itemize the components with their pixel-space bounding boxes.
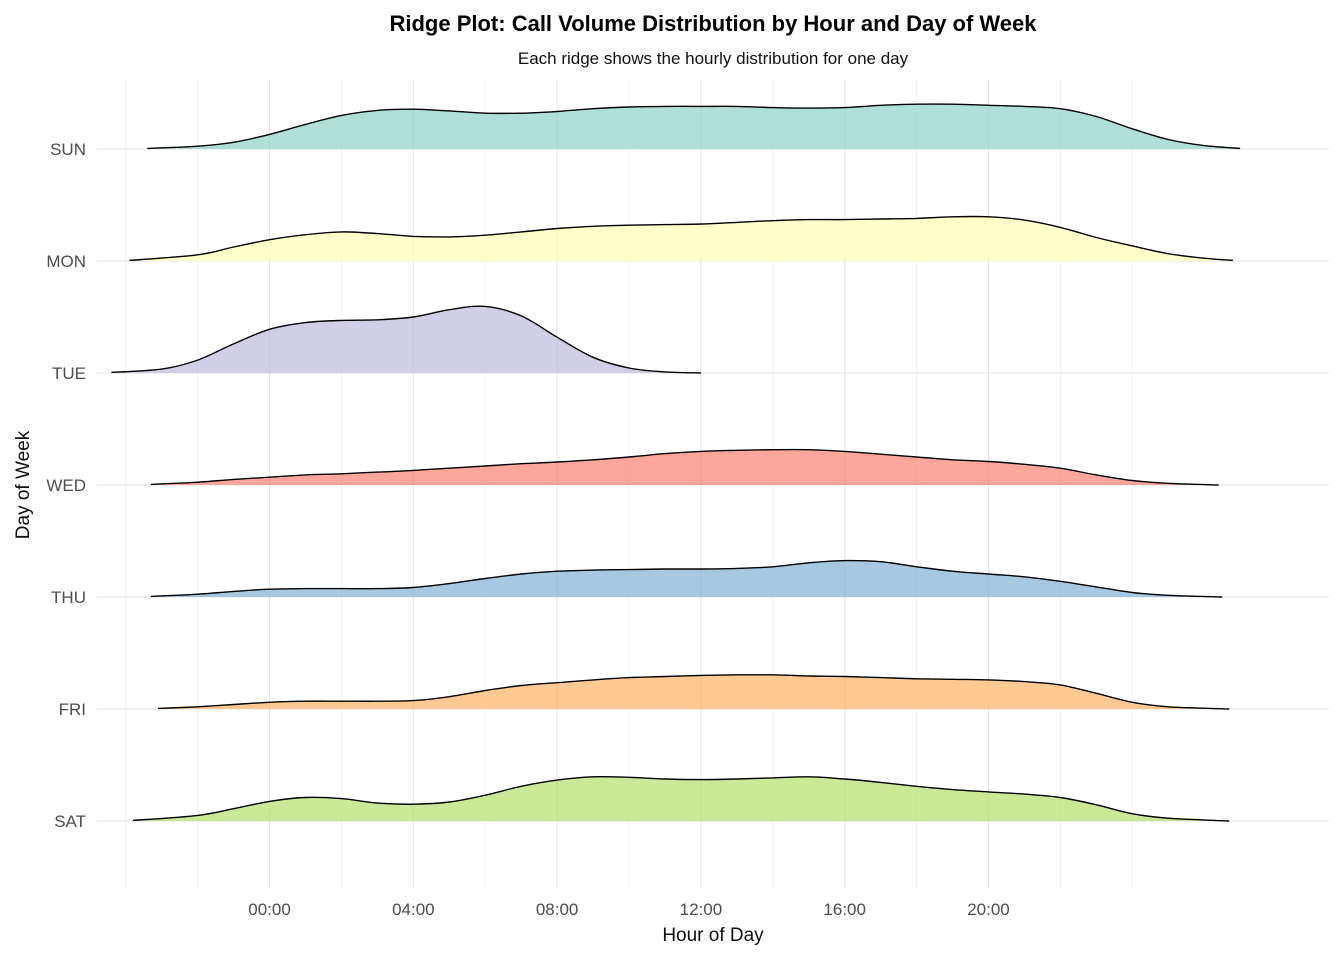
ridge-outline-sun	[147, 103, 1241, 150]
ridge-thu	[150, 559, 1223, 598]
x-tick-labels: 00:00 04:00 08:00 12:00 16:00 20:00	[248, 900, 1009, 919]
y-tick-labels: SUN MON TUE WED THU FRI SAT	[46, 140, 86, 831]
ridge-fri	[158, 674, 1230, 710]
ridge-fill-fri	[158, 674, 1230, 709]
ridges	[111, 103, 1241, 822]
ridge-fill-sat	[132, 776, 1230, 821]
ridge-outline-wed	[150, 448, 1219, 486]
ridge-fill-tue	[111, 306, 701, 373]
ridge-sat	[132, 775, 1230, 822]
chart-subtitle: Each ridge shows the hourly distribution…	[518, 49, 909, 68]
ridge-fill-wed	[150, 449, 1219, 485]
x-tick-label: 00:00	[248, 900, 291, 919]
ridge-outline-thu	[150, 559, 1223, 598]
x-tick-label: 16:00	[823, 900, 866, 919]
ridge-outline-fri	[158, 674, 1230, 710]
y-tick-label: SAT	[54, 812, 86, 831]
ridge-outline-mon	[129, 215, 1233, 262]
ridge-tue	[111, 305, 701, 374]
ridge-sun	[147, 103, 1241, 150]
y-tick-label: WED	[46, 476, 86, 495]
ridge-fill-thu	[150, 560, 1223, 597]
y-tick-label: TUE	[52, 364, 86, 383]
ridge-fill-sun	[147, 104, 1241, 149]
ridge-outline-tue	[111, 305, 701, 374]
chart-title: Ridge Plot: Call Volume Distribution by …	[389, 11, 1037, 36]
ridge-outline-sat	[132, 775, 1230, 822]
y-axis-title: Day of Week	[13, 430, 34, 539]
x-tick-label: 20:00	[967, 900, 1010, 919]
y-tick-label: SUN	[50, 140, 86, 159]
ridge-mon	[129, 215, 1233, 262]
ridge-fill-mon	[129, 216, 1233, 261]
x-axis-title: Hour of Day	[662, 925, 764, 946]
ridge-wed	[150, 448, 1219, 486]
x-tick-label: 08:00	[536, 900, 579, 919]
y-tick-label: THU	[51, 588, 86, 607]
x-tick-label: 04:00	[392, 900, 435, 919]
y-tick-label: MON	[46, 252, 86, 271]
x-tick-label: 12:00	[680, 900, 723, 919]
y-tick-label: FRI	[59, 700, 86, 719]
